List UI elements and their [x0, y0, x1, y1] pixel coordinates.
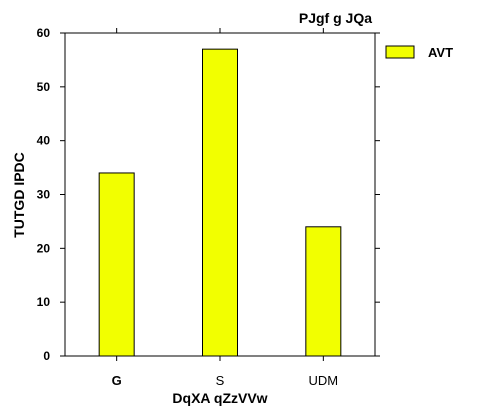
y-axis-title: TUTGD IPDC — [11, 152, 27, 238]
x-tick-labels: G S UDM — [112, 373, 339, 388]
chart-title: PJgf g JQa — [299, 10, 372, 26]
bar-g — [98, 172, 135, 357]
y-tick-label: 60 — [37, 26, 51, 40]
y-tick-label: 50 — [37, 80, 51, 94]
bar-series — [98, 48, 342, 357]
x-tick-label: S — [216, 373, 225, 388]
y-tick-label: 0 — [43, 349, 50, 363]
bar-udm — [305, 226, 342, 357]
legend-swatch — [385, 45, 415, 59]
legend-label: AVT — [428, 45, 453, 60]
y-axis: 0 10 20 30 40 50 60 — [37, 26, 380, 363]
y-tick-label: 40 — [37, 134, 51, 148]
x-axis-title: DqXA qZzVVw — [172, 390, 267, 406]
bar-s — [202, 48, 238, 357]
x-tick-label: G — [112, 373, 122, 388]
x-axis — [116, 28, 324, 361]
y-tick-label: 30 — [37, 188, 51, 202]
y-tick-label: 10 — [37, 295, 51, 309]
y-tick-label: 20 — [37, 241, 51, 255]
x-tick-label: UDM — [309, 373, 339, 388]
legend: AVT — [385, 45, 453, 60]
